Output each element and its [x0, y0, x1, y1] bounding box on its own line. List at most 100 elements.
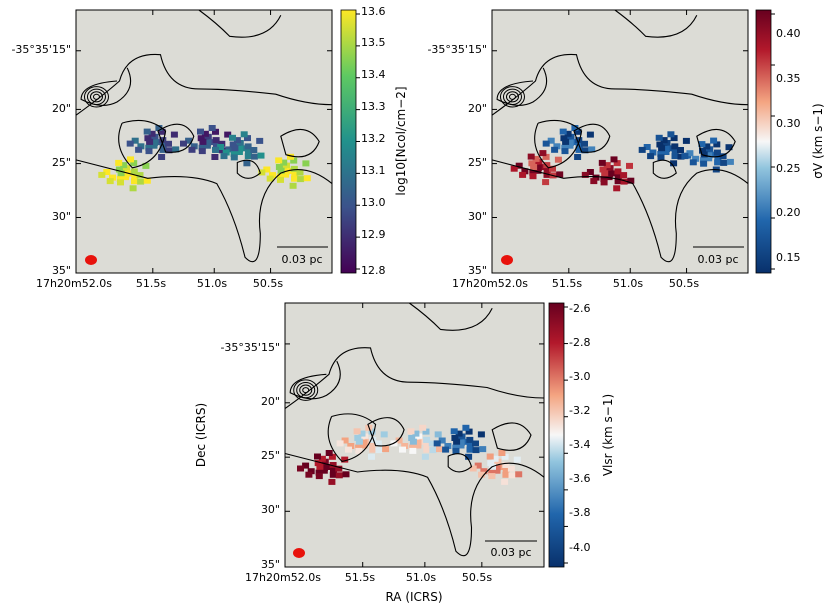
contour-ring	[299, 384, 313, 396]
emission-pixel	[244, 135, 251, 142]
emission-pixel	[655, 134, 663, 141]
emission-pixel	[150, 139, 158, 146]
contour-line	[284, 347, 545, 410]
emission-pixel	[561, 148, 569, 155]
emission-pixel	[127, 156, 134, 163]
emission-pixel	[498, 450, 506, 456]
emission-pixel	[686, 150, 694, 157]
emission-pixel	[436, 446, 443, 453]
emission-pixel	[719, 153, 727, 160]
emission-pixel	[428, 440, 436, 447]
emission-pixel	[660, 137, 668, 144]
emission-pixel	[620, 172, 628, 179]
emission-pixel	[554, 156, 562, 163]
x-tick-label: 17h20m52.0s	[36, 277, 112, 290]
emission-pixel	[130, 168, 138, 175]
emission-pixel	[508, 472, 516, 479]
emission-pixel	[222, 149, 230, 156]
emission-features	[510, 125, 734, 192]
emission-pixel	[513, 456, 521, 463]
emission-pixel	[613, 185, 621, 192]
colorbar-tick-label: -4.0	[569, 541, 590, 554]
emission-pixel	[277, 176, 284, 183]
emission-pixel	[692, 155, 700, 162]
contour-line	[573, 123, 611, 153]
emission-pixel	[421, 453, 429, 460]
colorbar-label: log10[Ncol/cm−2]	[394, 86, 408, 195]
x-tick-label: 51.0s	[406, 571, 436, 584]
emission-pixel	[98, 171, 106, 178]
x-tick-label: 51.0s	[197, 277, 227, 290]
emission-pixel	[318, 455, 326, 462]
contour-line	[447, 453, 473, 473]
contour-line	[157, 123, 195, 153]
emission-pixel	[710, 151, 717, 158]
emission-pixel	[325, 450, 333, 456]
emission-pixel	[399, 446, 406, 453]
y-tick-label: 25"	[261, 449, 280, 462]
emission-pixel	[212, 146, 219, 153]
emission-pixel	[590, 178, 598, 185]
scalebar-label: 0.03 pc	[490, 546, 531, 559]
contour-ring	[302, 387, 310, 394]
y-tick-label: 20"	[468, 102, 487, 115]
emission-pixel	[539, 164, 547, 171]
emission-pixel	[586, 169, 594, 175]
colorbar-ticks	[771, 13, 775, 270]
contour-line	[75, 159, 333, 263]
emission-pixel	[185, 137, 193, 144]
emission-pixel	[488, 473, 496, 480]
emission-pixel	[106, 178, 114, 185]
emission-pixel	[451, 435, 459, 441]
emission-pixel	[515, 471, 523, 478]
emission-pixel	[488, 469, 496, 476]
emission-pixel	[374, 440, 382, 447]
colorbar-tick-label: 0.40	[776, 27, 801, 40]
emission-pixel	[614, 173, 622, 180]
emission-pixel	[117, 170, 125, 177]
emission-pixel	[158, 154, 166, 160]
emission-pixel	[575, 137, 583, 144]
colorbar-tick-label: -3.8	[569, 506, 590, 519]
emission-pixel	[703, 143, 711, 150]
emission-pixel	[466, 441, 474, 448]
emission-pixel	[375, 447, 383, 454]
emission-pixel	[462, 438, 470, 445]
emission-pixel	[657, 151, 665, 157]
emission-pixel	[315, 469, 323, 476]
emission-pixel	[586, 131, 594, 138]
emission-pixel	[657, 154, 665, 161]
emission-pixel	[409, 438, 417, 445]
emission-pixel	[307, 468, 315, 475]
contour-ring	[89, 91, 103, 103]
emission-pixel	[603, 162, 611, 169]
emission-pixel	[230, 154, 238, 161]
contour-ring	[296, 381, 316, 399]
emission-pixel	[329, 471, 337, 478]
emission-pixel	[592, 174, 600, 181]
colorbar-tick-label: -3.2	[569, 404, 590, 417]
emission-pixel	[180, 140, 187, 147]
emission-pixel	[144, 135, 152, 142]
emission-pixel	[236, 146, 243, 152]
colorbar-tick-label: 13.6	[361, 5, 386, 18]
axis-ticks	[491, 10, 748, 273]
emission-pixel	[519, 171, 527, 178]
y-axis-label: Dec (ICRS)	[194, 403, 208, 467]
contour-ring	[502, 88, 522, 105]
emission-pixel	[131, 178, 138, 185]
emission-pixel	[614, 168, 622, 175]
emission-pixel	[103, 169, 111, 175]
emission-pixel	[452, 447, 460, 454]
emission-pixel	[137, 178, 145, 185]
emission-pixel	[395, 437, 403, 444]
colorbar-tick-label: 0.20	[776, 206, 801, 219]
emission-pixel	[201, 130, 209, 137]
emission-pixel	[444, 443, 452, 449]
emission-pixel	[571, 125, 579, 131]
y-tick-label: 30"	[261, 503, 280, 516]
emission-pixel	[217, 144, 225, 150]
emission-pixel	[314, 453, 321, 460]
emission-pixel	[204, 139, 211, 146]
emission-pixel	[677, 153, 685, 160]
